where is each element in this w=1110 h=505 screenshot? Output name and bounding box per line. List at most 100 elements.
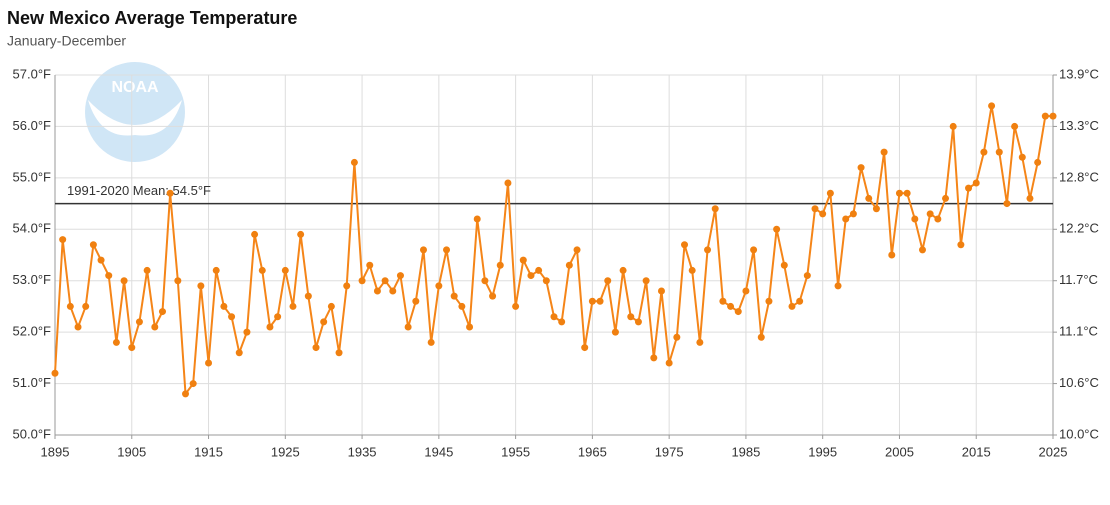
data-point [988,102,996,110]
y-tick-label: 51.0°F [13,375,52,390]
data-point [742,287,750,295]
data-point [304,292,312,300]
data-point [105,272,113,280]
data-point [926,210,934,218]
data-point [696,338,704,346]
logo-circle [85,62,185,162]
data-point [496,261,504,269]
data-point [320,318,328,326]
data-point [842,215,850,223]
data-point [819,210,827,218]
data-point [773,225,781,233]
data-point [750,246,758,254]
x-tick-label: 1955 [501,444,530,459]
data-point [312,344,320,352]
y-tick-label: 55.0°F [13,169,52,184]
data-point [727,302,735,310]
data-point [688,266,696,274]
data-point [788,302,796,310]
data-point [89,241,97,249]
data-point [1011,122,1019,130]
x-tick-label: 2025 [1039,444,1068,459]
data-point [128,344,136,352]
chart-subtitle: January-December [7,33,126,49]
data-point [97,256,105,264]
data-point [158,308,166,316]
data-point [681,241,689,249]
data-point [51,369,59,377]
y-tick-label: 53.0°F [13,272,52,287]
data-point [757,333,765,341]
data-point [243,328,251,336]
data-point [112,338,120,346]
data-point [596,297,604,305]
x-tick-label: 1925 [271,444,300,459]
data-point [189,380,197,388]
chart-title: New Mexico Average Temperature [7,8,297,28]
data-point [381,277,389,285]
data-point [550,313,558,321]
x-tick-label: 1945 [424,444,453,459]
data-point [918,246,926,254]
data-point [588,297,596,305]
data-point [957,241,965,249]
data-point [274,313,282,321]
data-point [466,323,474,331]
data-point [1026,194,1034,202]
data-point [258,266,266,274]
data-point [228,313,236,321]
y-tick-label: 52.0°F [13,324,52,339]
data-point [220,302,228,310]
data-point [673,333,681,341]
data-point [489,292,497,300]
data-point [350,158,358,166]
data-point [473,215,481,223]
data-point [903,189,911,197]
data-point [719,297,727,305]
y-tick-label: 57.0°F [13,66,52,81]
data-point [120,277,128,285]
data-point [205,359,213,367]
data-point [619,266,627,274]
data-point [803,272,811,280]
data-point [327,302,335,310]
data-point [1018,153,1026,161]
data-point [435,282,443,290]
data-point [880,148,888,156]
data-point [565,261,573,269]
data-point [343,282,351,290]
x-tick-label: 1915 [194,444,223,459]
data-point [911,215,919,223]
data-point [412,297,420,305]
data-point [650,354,658,362]
logo: NOAA [85,62,185,162]
data-point [657,287,665,295]
data-point [266,323,274,331]
data-point [404,323,412,331]
data-point [135,318,143,326]
data-point [865,194,873,202]
data-point [849,210,857,218]
x-tick-label: 2015 [962,444,991,459]
data-point [443,246,451,254]
data-point [934,215,942,223]
data-point [396,272,404,280]
data-point [1034,158,1042,166]
data-point [527,272,535,280]
data-point [611,328,619,336]
data-point [980,148,988,156]
data-point [826,189,834,197]
data-point [289,302,297,310]
y2-tick-label: 11.1°C [1059,324,1098,339]
data-point [573,246,581,254]
data-point [143,266,151,274]
data-point [74,323,82,331]
data-point [1049,112,1057,120]
data-point [182,390,190,398]
logo-text: NOAA [111,79,159,96]
data-point [765,297,773,305]
data-point [704,246,712,254]
data-point [281,266,289,274]
data-point [1003,200,1011,208]
x-tick-label: 1895 [41,444,70,459]
